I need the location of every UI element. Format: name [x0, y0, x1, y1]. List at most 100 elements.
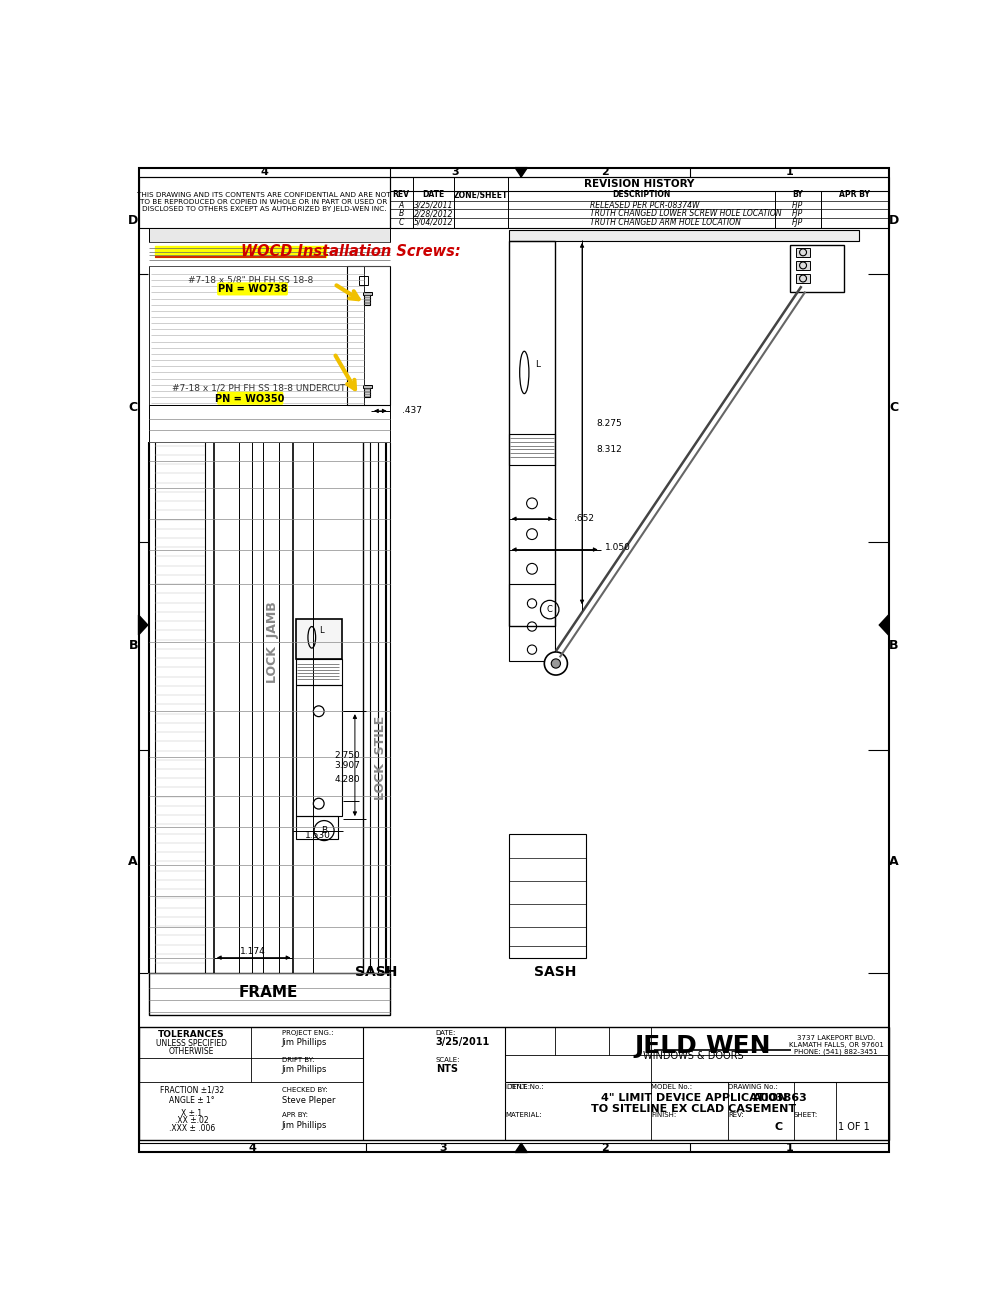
Bar — [509, 240, 555, 626]
Bar — [509, 834, 586, 958]
Text: WOCD Installation Screws:: WOCD Installation Screws: — [240, 244, 461, 259]
Bar — [797, 274, 810, 284]
Polygon shape — [515, 167, 527, 176]
Bar — [509, 584, 555, 661]
Text: .XXX ± .006: .XXX ± .006 — [168, 1124, 214, 1133]
Bar — [363, 293, 372, 295]
Text: 2.750: 2.750 — [335, 752, 360, 761]
Text: #7-18 x 5/8" PH FH SS 18-8: #7-18 x 5/8" PH FH SS 18-8 — [188, 276, 314, 285]
Bar — [138, 176, 390, 227]
Text: .652: .652 — [574, 514, 594, 523]
Bar — [155, 246, 327, 257]
Text: 4.280: 4.280 — [335, 775, 360, 783]
Text: KLAMATH FALLS, OR 97601: KLAMATH FALLS, OR 97601 — [789, 1042, 884, 1048]
Text: SCALE:: SCALE: — [436, 1057, 460, 1063]
Text: APR BY:: APR BY: — [282, 1112, 308, 1119]
Text: FJP: FJP — [792, 218, 804, 227]
Text: 3/25/2011: 3/25/2011 — [414, 201, 453, 210]
Text: 1.530: 1.530 — [305, 831, 331, 840]
Text: B: B — [321, 826, 328, 835]
Text: REV:: REV: — [728, 1112, 743, 1119]
Text: 8.312: 8.312 — [596, 444, 621, 454]
Text: THIS DRAWING AND ITS CONTENTS ARE CONFIDENTIAL AND ARE NOT
TO BE REPRODUCED OR C: THIS DRAWING AND ITS CONTENTS ARE CONFID… — [137, 192, 391, 212]
Text: FJP: FJP — [792, 209, 804, 218]
Text: A: A — [128, 855, 138, 868]
Text: FINISH:: FINISH: — [651, 1112, 676, 1119]
Text: A: A — [399, 201, 404, 210]
Text: CHECKED BY:: CHECKED BY: — [282, 1087, 328, 1093]
Text: JELD: JELD — [635, 1034, 697, 1059]
Bar — [296, 659, 342, 685]
Text: REV: REV — [393, 190, 410, 199]
Bar — [138, 1027, 889, 1140]
Text: TO SITELINE EX CLAD CASEMENT: TO SITELINE EX CLAD CASEMENT — [591, 1104, 797, 1115]
Bar — [509, 230, 860, 240]
Bar — [364, 387, 371, 397]
Text: 1.050: 1.050 — [605, 544, 631, 553]
Circle shape — [551, 659, 560, 668]
Text: TITLE:: TITLE: — [509, 1084, 530, 1090]
Text: FRAME: FRAME — [238, 984, 298, 1000]
Text: B: B — [399, 209, 404, 218]
Text: DATE: DATE — [422, 190, 445, 199]
Bar — [363, 384, 372, 388]
Text: D: D — [889, 214, 899, 227]
Bar — [364, 294, 371, 305]
Text: X ±.1: X ±.1 — [181, 1108, 202, 1117]
Text: PHONE: (541) 882-3451: PHONE: (541) 882-3451 — [795, 1048, 878, 1055]
Text: 1 OF 1: 1 OF 1 — [838, 1121, 870, 1132]
Text: SHEET:: SHEET: — [794, 1112, 818, 1119]
Text: 1: 1 — [786, 1142, 793, 1153]
Text: RELEASED PER PCR-08374W: RELEASED PER PCR-08374W — [590, 201, 699, 210]
Text: 2: 2 — [601, 167, 609, 178]
Text: #7-18 x 1/2 PH FH SS 18-8 UNDERCUT: #7-18 x 1/2 PH FH SS 18-8 UNDERCUT — [172, 383, 346, 392]
FancyBboxPatch shape — [217, 392, 284, 405]
Text: TRUTH CHANGED LOWER SCREW HOLE LOCATION: TRUTH CHANGED LOWER SCREW HOLE LOCATION — [590, 209, 782, 218]
Text: 3.907: 3.907 — [335, 761, 360, 770]
Text: 8.275: 8.275 — [596, 418, 621, 427]
Bar — [296, 816, 338, 839]
Text: Steve Pleper: Steve Pleper — [282, 1095, 336, 1104]
Text: FJP: FJP — [792, 201, 804, 210]
Text: OTHERWISE: OTHERWISE — [169, 1047, 214, 1056]
Text: 4: 4 — [261, 167, 268, 178]
Bar — [148, 229, 390, 242]
Text: FRACTION ±1/32: FRACTION ±1/32 — [159, 1086, 223, 1094]
Text: C: C — [775, 1121, 783, 1132]
Text: B: B — [889, 639, 899, 652]
Text: C: C — [399, 218, 404, 227]
Text: UNLESS SPECIFIED: UNLESS SPECIFIED — [156, 1039, 227, 1048]
Text: 3/25/2011: 3/25/2011 — [436, 1038, 490, 1047]
Text: PN = WO350: PN = WO350 — [215, 393, 285, 404]
Text: DATE:: DATE: — [436, 1030, 456, 1036]
Text: BY: BY — [793, 190, 803, 199]
Text: Jim Phillips: Jim Phillips — [282, 1065, 327, 1074]
Text: REVISION HISTORY: REVISION HISTORY — [584, 179, 694, 188]
Text: APR BY: APR BY — [840, 190, 870, 199]
Text: A003863: A003863 — [754, 1093, 808, 1103]
Text: A: A — [889, 855, 899, 868]
Bar — [148, 267, 364, 405]
Bar — [296, 618, 342, 659]
Polygon shape — [515, 1144, 527, 1153]
Text: PN = WO738: PN = WO738 — [217, 285, 288, 294]
Text: DRAWING No.:: DRAWING No.: — [728, 1084, 779, 1090]
Text: C: C — [547, 605, 553, 614]
Text: 2: 2 — [601, 1142, 609, 1153]
Text: .XX ±.02: .XX ±.02 — [175, 1116, 208, 1125]
Text: SASH: SASH — [534, 965, 576, 979]
Text: ZONE/SHEET: ZONE/SHEET — [454, 190, 508, 199]
Polygon shape — [880, 616, 889, 635]
Text: WEN: WEN — [705, 1034, 771, 1059]
Text: IDENT. No.:: IDENT. No.: — [505, 1084, 544, 1090]
Text: ANGLE ± 1°: ANGLE ± 1° — [169, 1095, 214, 1104]
Bar — [509, 434, 555, 465]
Bar — [359, 276, 368, 285]
Bar — [296, 685, 342, 816]
Text: 4: 4 — [248, 1142, 257, 1153]
Text: 1.174: 1.174 — [240, 948, 267, 955]
Text: MATERIAL:: MATERIAL: — [505, 1112, 542, 1119]
Text: 3737 LAKEPORT BLVD.: 3737 LAKEPORT BLVD. — [797, 1035, 876, 1040]
Bar — [797, 248, 810, 257]
Text: DESCRIPTION: DESCRIPTION — [612, 190, 670, 199]
